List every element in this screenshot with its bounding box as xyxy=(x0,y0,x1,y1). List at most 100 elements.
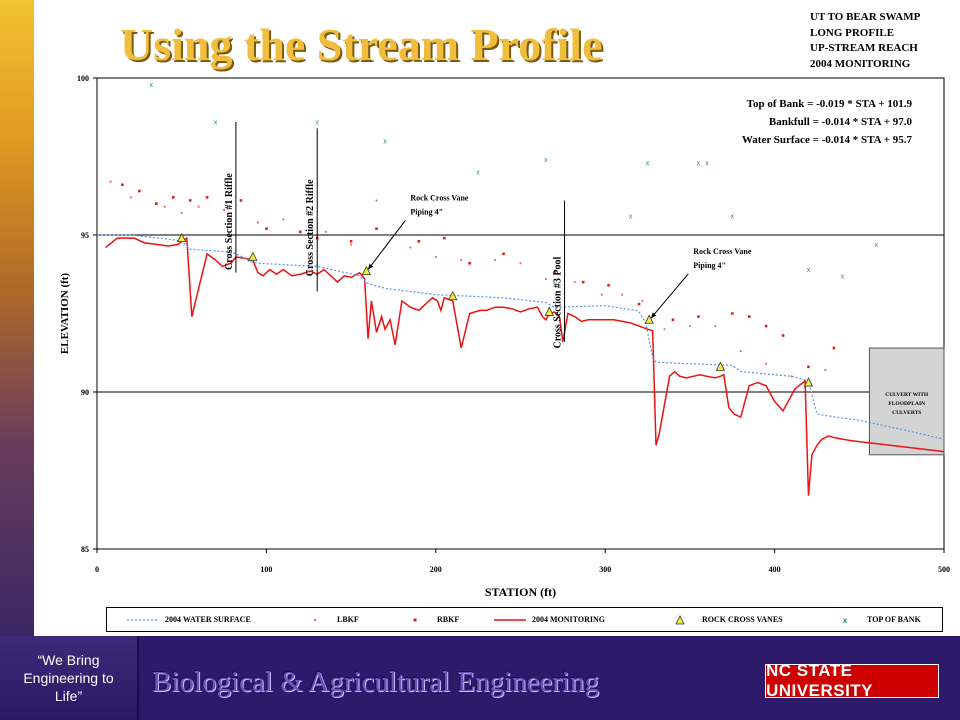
legend-label: RBKF xyxy=(437,615,460,624)
top-of-bank-point: x xyxy=(874,242,878,249)
rock-cross-vane-marker xyxy=(177,232,187,243)
footer-tagline: “We Bring Engineering to Life” xyxy=(0,636,139,720)
rbkf-point xyxy=(265,227,268,231)
rock-cross-vane-marker xyxy=(248,251,258,261)
chart-legend: 2004 WATER SURFACE LBKF RBKF 2004 MONITORIN… xyxy=(106,607,943,632)
rock-cross-vane-marker xyxy=(361,265,371,276)
rbkf-point xyxy=(697,315,700,318)
project-info-line: LONG PROFILE xyxy=(810,26,895,39)
legend-swatch: x xyxy=(843,616,848,625)
lbkf-point xyxy=(180,211,183,215)
department-name: Biological & Agricultural Engineering xyxy=(152,666,599,698)
lbkf-point xyxy=(739,350,742,353)
lbkf-point xyxy=(493,259,497,262)
rbkf-point xyxy=(171,196,175,199)
y-axis-label: ELEVATION (ft) xyxy=(59,273,71,355)
lbkf-point xyxy=(197,205,200,208)
lbkf-point xyxy=(600,293,603,296)
regression-equation: Bankfull = -0.014 * STA + 97.0 xyxy=(769,116,913,128)
rbkf-point xyxy=(417,239,421,243)
rbkf-point xyxy=(764,324,768,328)
x-tick-label: 500 xyxy=(938,565,950,574)
lbkf-point xyxy=(765,362,768,365)
lbkf-point xyxy=(663,328,666,331)
rbkf-point xyxy=(581,280,585,284)
rbkf-point xyxy=(349,239,353,243)
annotation-arrow xyxy=(367,220,406,270)
rbkf-point xyxy=(671,318,675,322)
annotation-arrow xyxy=(650,273,689,319)
rbkf-point xyxy=(553,271,556,274)
legend-swatch-marker: x xyxy=(843,616,848,625)
university-logo-text: NC STATE UNIVERSITY xyxy=(766,661,874,700)
top-of-bank-point: x xyxy=(476,170,480,177)
x-tick-label: 0 xyxy=(95,565,99,574)
lbkf-point xyxy=(282,218,285,221)
top-of-bank-point: x xyxy=(383,138,387,145)
series-2004-monitoring xyxy=(105,236,945,496)
culvert-box-label: CULVERTS xyxy=(892,410,921,416)
cross-section-label: Cross Section #3 Pool xyxy=(553,256,564,348)
top-of-bank-point: x xyxy=(646,160,650,167)
rbkf-point xyxy=(502,252,505,256)
rbkf-point xyxy=(375,227,378,231)
slide-title: Using the Stream Profile xyxy=(120,19,603,70)
rbkf-point xyxy=(239,199,243,202)
project-info-block: UT TO BEAR SWAMP LONG PROFILE UP-STREAM … xyxy=(810,10,920,72)
y-tick-label: 90 xyxy=(81,388,89,397)
lbkf-point xyxy=(434,255,437,259)
rbkf-point xyxy=(607,283,610,287)
university-logo: NC STATE UNIVERSITY xyxy=(765,661,939,700)
y-tick-label: 85 xyxy=(81,545,89,554)
x-axis-label: STATION (ft) xyxy=(485,585,556,599)
rock-cross-vane-marker xyxy=(803,377,814,387)
tagline-text: “We Bring Engineering to Life” xyxy=(23,652,114,704)
legend-swatch xyxy=(313,618,317,622)
rbkf-point xyxy=(205,196,209,199)
rbkf-point xyxy=(730,312,734,315)
legend-label: TOP OF BANK xyxy=(867,615,921,624)
rock-cross-vane-marker xyxy=(448,290,458,301)
lbkf-point xyxy=(350,243,353,246)
lbkf-point xyxy=(688,324,692,328)
rbkf-point xyxy=(154,202,158,205)
legend-label: 2004 WATER SURFACE xyxy=(165,615,251,624)
rbkf-point xyxy=(832,346,836,350)
vane-annotation-text: Rock Cross Vane xyxy=(410,193,469,202)
rbkf-point xyxy=(188,199,192,202)
project-info-line: 2004 MONITORING xyxy=(810,57,911,70)
cross-section-label: Cross Section #2 Riffle xyxy=(305,179,316,276)
lbkf-point xyxy=(544,277,548,281)
legend-swatch-marker xyxy=(675,615,685,625)
vane-annotation-text: Rock Cross Vane xyxy=(693,247,752,256)
lbkf-point xyxy=(375,199,378,202)
regression-equation: Water Surface = -0.014 * STA + 95.7 xyxy=(742,134,913,146)
lbkf-point xyxy=(324,230,327,233)
legend-swatch-marker xyxy=(413,618,417,622)
legend-swatch xyxy=(675,615,685,625)
lbkf-point xyxy=(824,368,827,372)
rock-cross-vane-marker xyxy=(644,314,654,324)
annotation-arrowhead xyxy=(368,263,374,270)
top-of-bank-point: x xyxy=(697,160,701,167)
legend-swatch xyxy=(127,619,159,621)
left-decorative-band xyxy=(0,0,34,636)
rbkf-point xyxy=(747,315,751,318)
legend-swatch xyxy=(413,618,417,622)
rbkf-point xyxy=(442,236,446,240)
lbkf-point xyxy=(460,259,463,262)
lbkf-point xyxy=(256,221,260,224)
x-tick-label: 300 xyxy=(599,565,611,574)
culvert-box-label: FLOODPLAIN xyxy=(888,401,925,407)
rock-cross-vane-marker xyxy=(544,306,554,316)
rbkf-point xyxy=(468,261,471,265)
top-of-bank-point: x xyxy=(629,214,633,221)
top-of-bank-point: x xyxy=(705,160,709,167)
annotation-arrowhead xyxy=(650,312,657,319)
top-of-bank-point: x xyxy=(841,273,845,280)
series-2004-water-surface xyxy=(97,234,945,440)
lbkf-point xyxy=(409,246,412,249)
x-tick-label: 200 xyxy=(430,565,442,574)
rbkf-point xyxy=(138,189,141,193)
legend-label: 2004 MONITORING xyxy=(532,615,605,624)
